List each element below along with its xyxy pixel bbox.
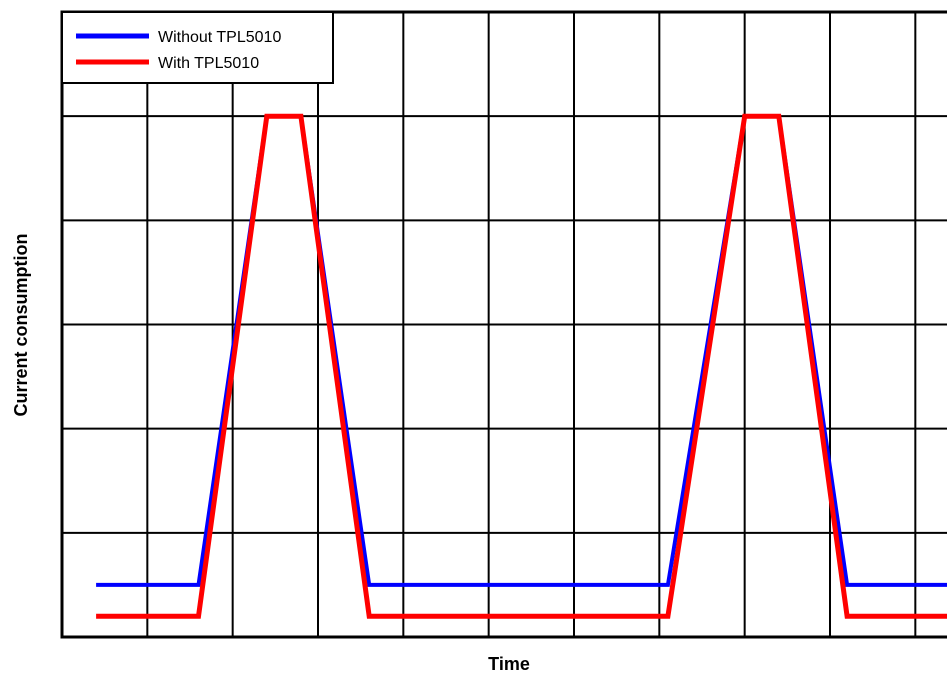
legend-box	[61, 11, 334, 84]
series-layer	[96, 113, 947, 619]
legend-label-with: With TPL5010	[158, 55, 259, 72]
series-line-without-tpl5010	[96, 114, 947, 587]
grid	[62, 12, 947, 637]
plot-frame	[60, 10, 947, 639]
series-line-with-tpl5010	[96, 113, 947, 619]
x-axis-title: Time	[488, 654, 530, 674]
y-axis-title: Current consumption	[11, 234, 31, 417]
legend-label-without: Without TPL5010	[158, 29, 281, 46]
legend: Without TPL5010 With TPL5010	[61, 11, 334, 84]
